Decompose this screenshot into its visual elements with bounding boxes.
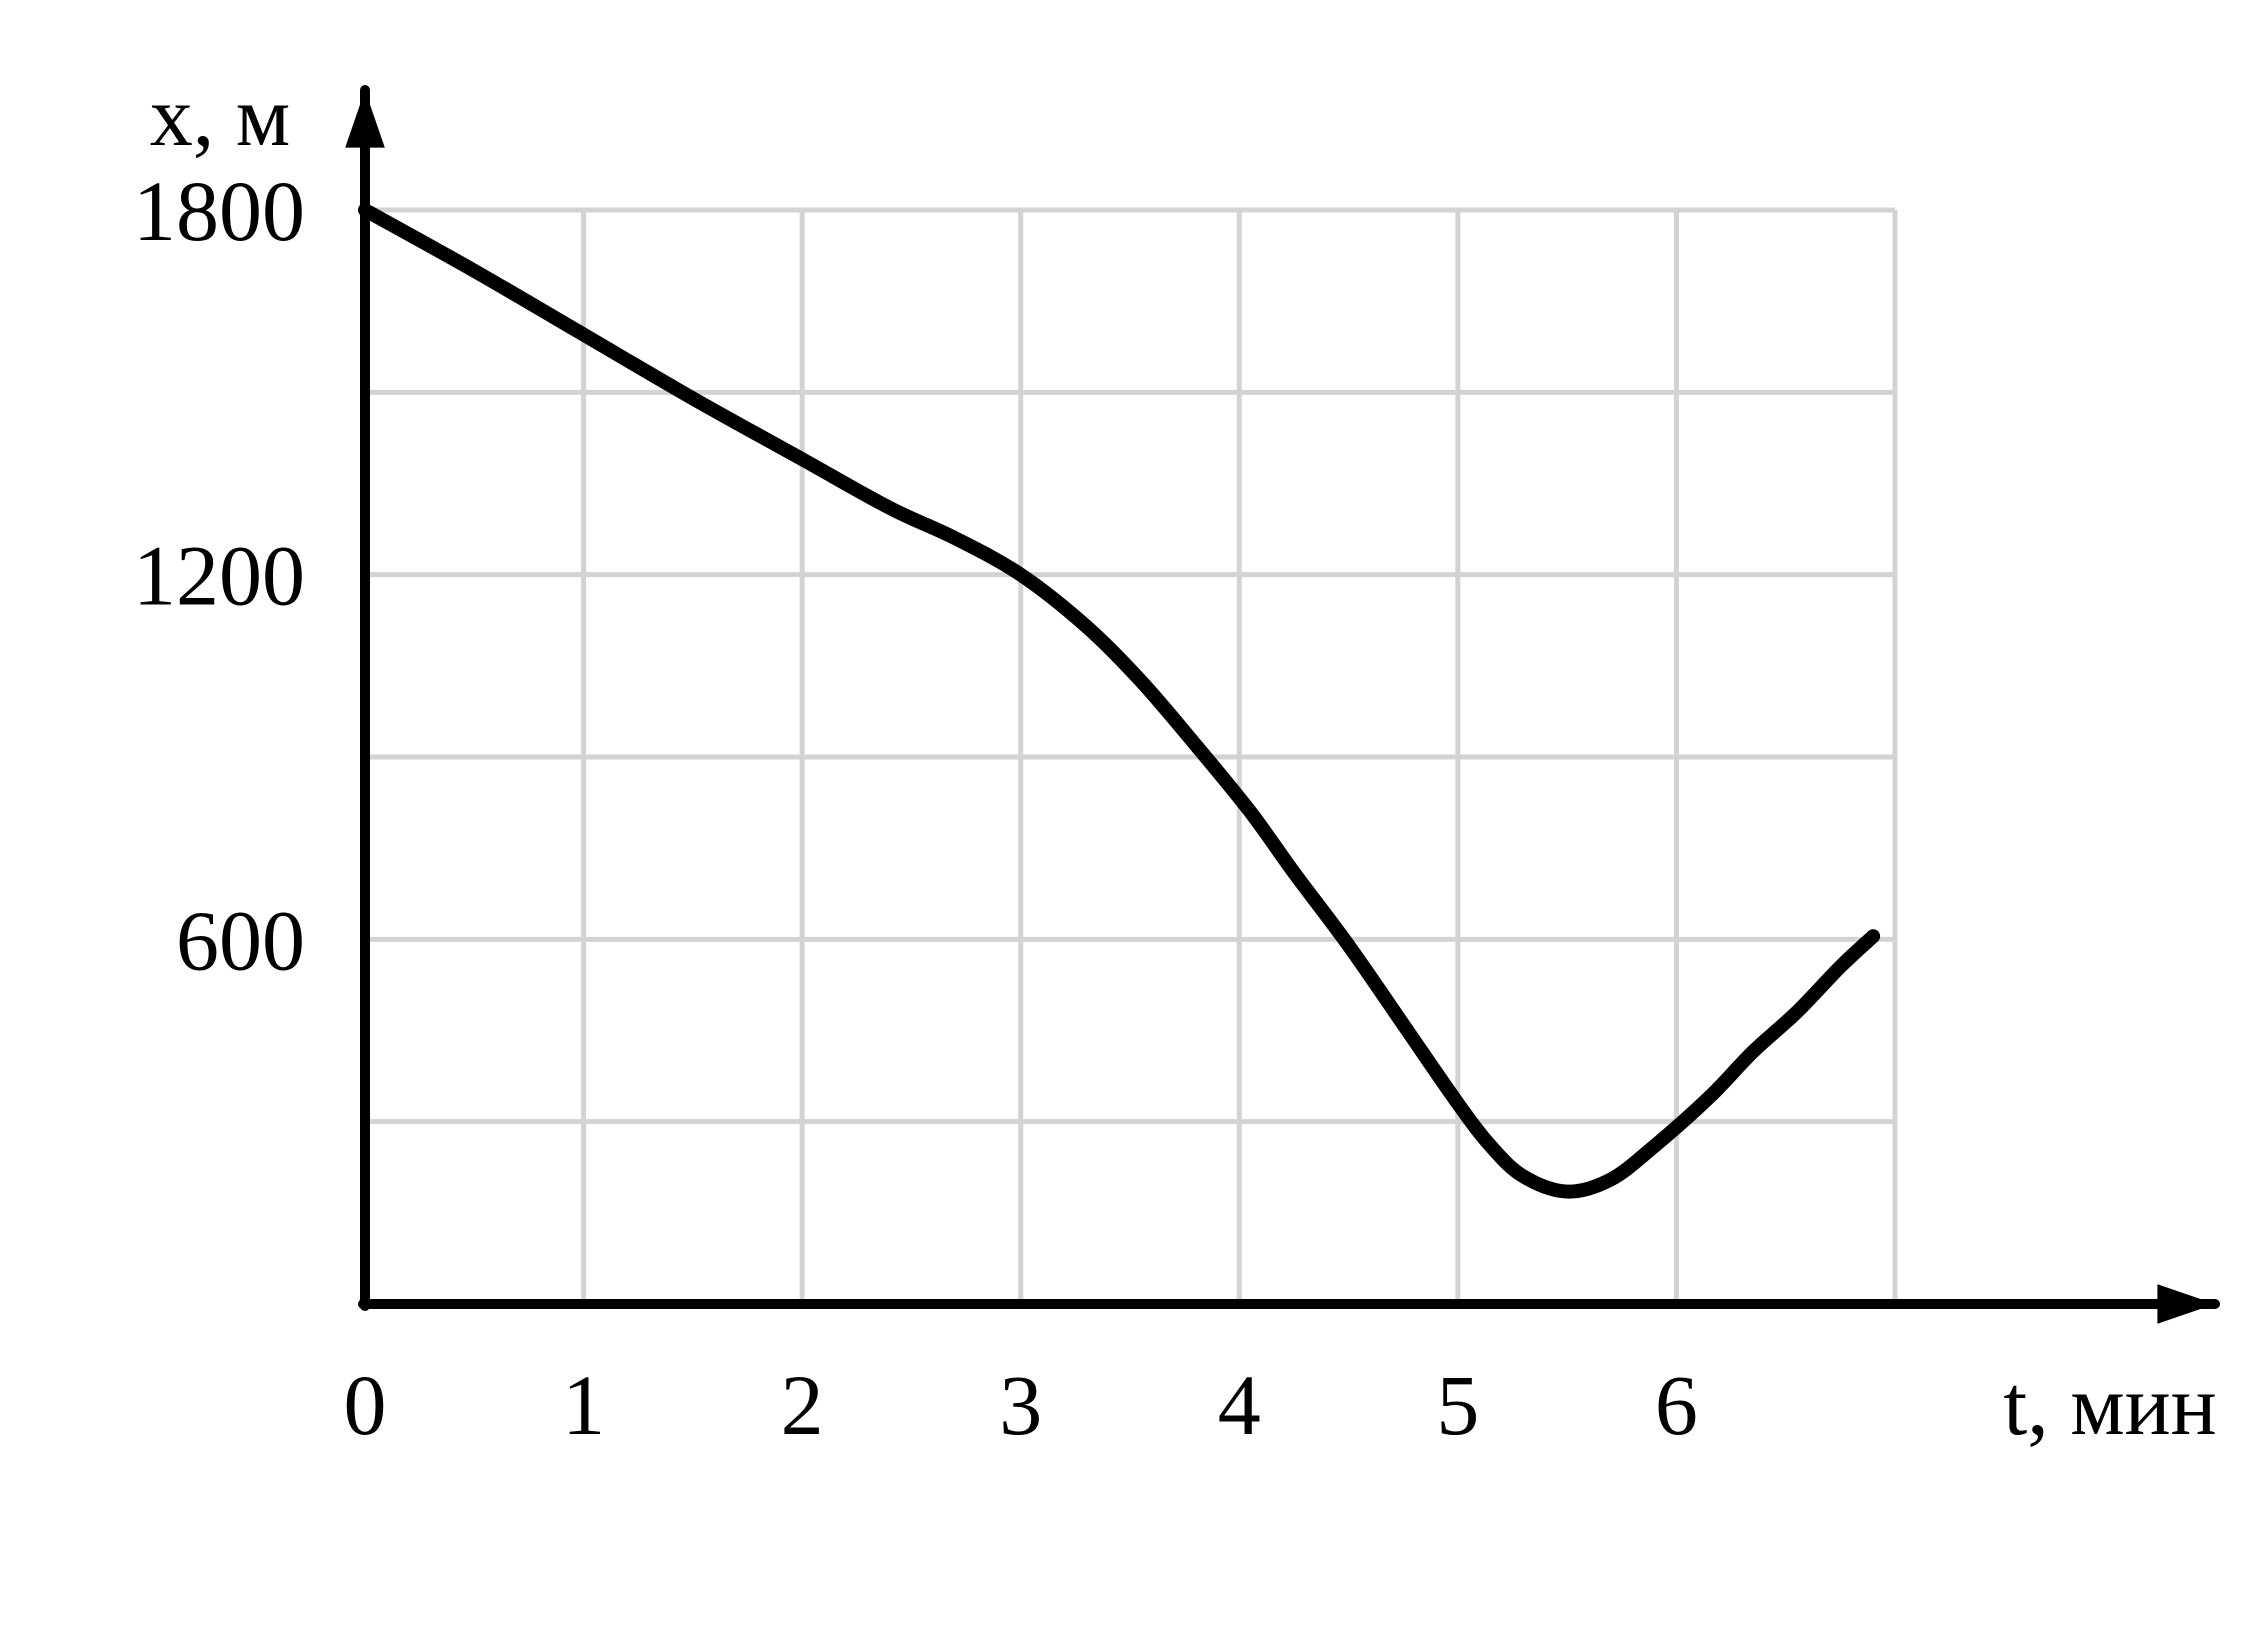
y-axis-label: x, м — [150, 68, 290, 164]
position-time-chart: 0 1 2 3 4 5 6 600 1200 1800x, м t, мин — [0, 0, 2250, 1635]
chart-background — [0, 0, 2250, 1635]
y-tick-label: 1200 — [133, 528, 305, 624]
x-tick-label: 0 — [344, 1357, 387, 1453]
x-tick-label: 6 — [1655, 1357, 1698, 1453]
chart-container: 0 1 2 3 4 5 6 600 1200 1800x, м t, мин — [0, 0, 2250, 1635]
x-tick-label: 2 — [781, 1357, 824, 1453]
y-tick-label: 1800 — [133, 163, 305, 259]
x-tick-label: 3 — [999, 1357, 1042, 1453]
x-tick-label: 1 — [562, 1357, 605, 1453]
x-axis-label: t, мин — [2003, 1357, 2216, 1453]
x-tick-label: 4 — [1218, 1357, 1261, 1453]
x-tick-label: 5 — [1436, 1357, 1479, 1453]
y-tick-label: 600 — [176, 892, 305, 988]
